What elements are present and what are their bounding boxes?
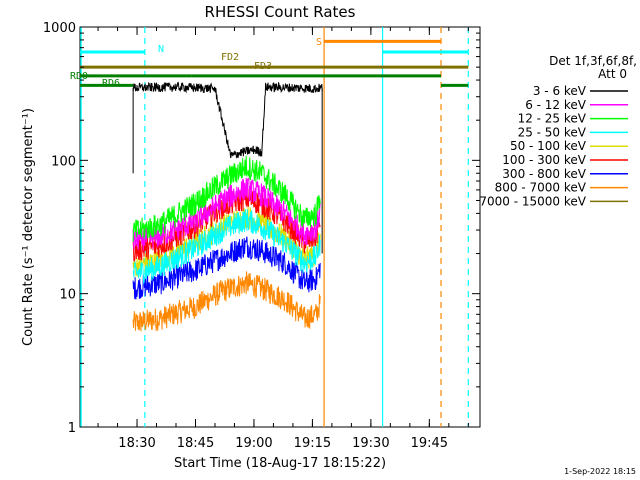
x-tick-label: 19:00 xyxy=(235,436,272,451)
legend-item-label: 6 - 12 keV xyxy=(525,98,587,112)
x-tick-label: 19:15 xyxy=(294,436,331,451)
legend-item-label: 50 - 100 keV xyxy=(510,139,587,153)
legend-item-label: 800 - 7000 keV xyxy=(495,181,587,195)
annotation-label: RD6 xyxy=(102,78,120,89)
y-tick-label: 100 xyxy=(51,154,76,169)
x-tick-label: 19:45 xyxy=(411,436,448,451)
legend-item-label: 12 - 25 keV xyxy=(518,112,587,126)
annotation-label: N xyxy=(158,44,164,55)
legend-header-line-1: Det 1f,3f,6f,8f, xyxy=(549,54,637,68)
annotation-label: FD3 xyxy=(254,61,272,72)
y-tick-label: 1000 xyxy=(43,21,76,36)
series-trace xyxy=(132,209,321,285)
series-trace xyxy=(132,271,321,332)
x-axis-label: Start Time (18-Aug-17 18:15:22) xyxy=(174,456,386,471)
series-trace xyxy=(132,81,323,160)
y-tick-label: 10 xyxy=(59,288,76,303)
annotation-label: RD0 xyxy=(70,71,88,82)
annotation-layer: N S FD2 FD3 RD0 RD6 xyxy=(70,37,469,89)
x-axis: 18:30 18:45 19:00 19:15 19:30 19:45 xyxy=(97,27,469,451)
y-tick-label: 1 xyxy=(68,421,76,436)
plot-area: N S FD2 FD3 RD0 RD6 xyxy=(70,26,481,428)
series-trace xyxy=(132,177,321,251)
annotation-label: FD2 xyxy=(221,52,239,63)
x-tick-label: 18:45 xyxy=(177,436,214,451)
series-trace xyxy=(132,155,321,242)
legend-item-label: 7000 - 15000 keV xyxy=(479,194,586,208)
chart-title: RHESSI Count Rates xyxy=(205,3,356,21)
legend-item-label: 100 - 300 keV xyxy=(502,153,586,167)
x-tick-label: 19:30 xyxy=(352,436,389,451)
legend-item-label: 25 - 50 keV xyxy=(518,125,587,139)
legend-item-label: 3 - 6 keV xyxy=(533,84,587,98)
annotation-label: S xyxy=(316,37,322,48)
x-tick-label: 18:30 xyxy=(118,436,155,451)
series-layer xyxy=(132,81,323,332)
plot-frame xyxy=(79,26,481,428)
y-axis: 1 10 100 1000 xyxy=(43,21,480,436)
y-axis-label: Count Rate (s⁻¹ detector segment⁻¹) xyxy=(21,108,36,346)
legend-header-line-2: Att 0 xyxy=(598,67,627,81)
footer-date: 1-Sep-2022 18:15 xyxy=(564,467,636,476)
legend-item-label: 300 - 800 keV xyxy=(502,167,586,181)
vertical-markers xyxy=(80,27,469,427)
series-trace xyxy=(132,236,321,300)
